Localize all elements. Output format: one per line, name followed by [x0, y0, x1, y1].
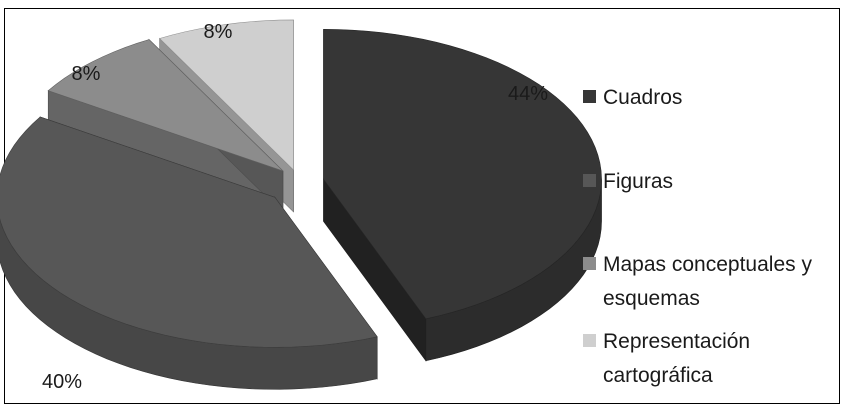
legend-label: Mapas conceptuales y	[603, 253, 812, 276]
legend-label: Cuadros	[603, 86, 682, 109]
legend-label: cartográfica	[603, 364, 713, 387]
pie-slice-2	[0, 116, 378, 348]
data-label: 40%	[42, 371, 82, 393]
legend-swatch	[583, 174, 596, 187]
data-label: 8%	[204, 21, 233, 43]
data-label: 44%	[508, 83, 548, 105]
legend-label: Figuras	[603, 170, 673, 193]
legend-swatch	[583, 90, 596, 103]
pie-slice-group	[323, 29, 602, 362]
pie-slice-group	[0, 116, 378, 390]
data-label: 8%	[72, 63, 101, 85]
legend-label: Representación	[603, 330, 750, 353]
pie-slice-4	[159, 19, 294, 171]
legend-swatch	[583, 257, 596, 270]
pie-slice-1	[323, 29, 602, 320]
legend-label: esquemas	[603, 287, 700, 310]
pie-slice-3	[47, 39, 284, 172]
legend-swatch	[583, 334, 596, 347]
